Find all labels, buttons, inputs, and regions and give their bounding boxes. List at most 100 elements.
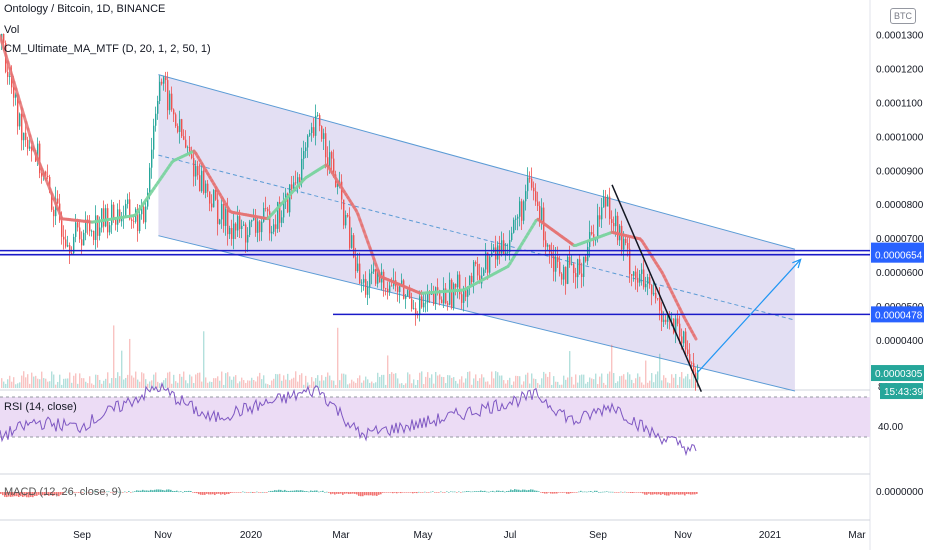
candle-body (311, 127, 313, 134)
breakout-trendline[interactable] (611, 184, 703, 392)
volume-bar (405, 383, 407, 388)
macd-bar (28, 492, 30, 498)
volume-bar (375, 382, 377, 388)
macd-bar (516, 489, 518, 492)
macd-bar (92, 491, 94, 493)
candle-body (647, 277, 649, 284)
candle-body (359, 263, 361, 284)
macd-bar (338, 492, 340, 494)
candle-body (47, 175, 49, 177)
volume-bar (59, 374, 61, 388)
macd-bar (54, 492, 56, 496)
candle-body (597, 215, 599, 239)
candle-body (145, 206, 147, 223)
ma-segment (692, 333, 698, 341)
macd-bar (254, 492, 256, 493)
candle-body (605, 197, 607, 207)
channel-midline[interactable] (158, 154, 796, 321)
volume-bar (529, 383, 531, 388)
volume-bar (169, 371, 171, 388)
volume-bar (285, 379, 287, 388)
volume-bar (199, 372, 201, 388)
candle-body (425, 302, 427, 304)
macd-bar (158, 489, 160, 492)
macd-axis[interactable]: 0.0000000 (876, 487, 924, 498)
macd-bar (590, 491, 592, 492)
candle-body (199, 175, 201, 192)
candle-body (281, 217, 283, 223)
candle-body (159, 81, 161, 102)
candle-body (679, 323, 681, 337)
volume-bar (243, 380, 245, 388)
time-axis-tick: Sep (589, 530, 607, 541)
macd-bar (2, 492, 4, 496)
volume-bar (511, 384, 513, 388)
macd-bar (130, 492, 132, 493)
macd-bar (296, 490, 298, 492)
macd-bar (644, 492, 646, 495)
time-axis-tick: Mar (848, 530, 866, 541)
symbol-title[interactable]: Ontology / Bitcoin, 1D, BINANCE (4, 3, 166, 15)
candle-body (387, 288, 389, 293)
candle-body (299, 177, 301, 184)
candle-body (137, 208, 139, 232)
projection-arrow[interactable] (696, 258, 802, 374)
macd-bar (268, 491, 270, 492)
ma-indicator-legend[interactable]: CM_Ultimate_MA_MTF (D, 20, 1, 2, 50, 1) (4, 43, 211, 55)
horizontal-levels[interactable] (0, 249, 870, 316)
macd-bar (602, 491, 604, 493)
volume-bar (175, 381, 177, 388)
candle-body (193, 158, 195, 177)
volume-bar (1, 378, 3, 388)
macd-bar (588, 491, 590, 493)
macd-bar (10, 492, 12, 497)
volume-bar (673, 377, 675, 388)
candle-body (51, 192, 53, 210)
candle-body (235, 223, 237, 231)
macd-bar (332, 492, 334, 494)
candle-body (621, 225, 623, 250)
macd-bar (52, 492, 54, 496)
macd-bar (414, 492, 416, 493)
candle-body (297, 177, 299, 183)
volume-bar (351, 379, 353, 388)
volume-bar (39, 379, 41, 388)
volume-bar (171, 383, 173, 388)
candle-body (95, 215, 97, 240)
volume-bar (369, 382, 371, 388)
candle-body (635, 271, 637, 278)
price-axis-tick: 0.0000900 (876, 166, 924, 177)
rsi-indicator-legend[interactable]: RSI (14, close) (4, 401, 77, 413)
macd-bar (642, 492, 644, 494)
price-axis[interactable]: 0.0001300 0.0001200 0.0001100 0.0001000 0.00… (876, 31, 924, 347)
macd-bar (682, 492, 684, 495)
channel-upper-line[interactable] (158, 74, 796, 250)
price-axis-tick: 0.0000400 (876, 336, 924, 347)
volume-bar (133, 377, 135, 388)
candle-body (279, 202, 281, 223)
volume-bar (455, 380, 457, 388)
volume-bar (567, 377, 569, 388)
volume-bar (93, 384, 95, 388)
macd-indicator-legend[interactable]: MACD (12, 26, close, 9) (4, 486, 122, 498)
macd-bar (396, 492, 398, 494)
macd-bar (266, 492, 268, 493)
candle-body (439, 289, 441, 300)
volume-bar (255, 381, 257, 388)
macd-bar (500, 491, 502, 492)
volume-bar (437, 375, 439, 388)
volume-bar (71, 382, 73, 388)
candle-body (559, 261, 561, 274)
macd-bar (638, 492, 640, 493)
macd-bar (610, 491, 612, 493)
currency-badge[interactable]: BTC (890, 8, 916, 24)
candle-body (133, 220, 135, 222)
volume-legend[interactable]: Vol (4, 24, 20, 36)
macd-bar (622, 492, 624, 493)
channel-lower-line[interactable] (158, 235, 796, 392)
candle-body (361, 282, 363, 284)
volume-bar (655, 374, 657, 388)
descending-channel[interactable] (158, 74, 795, 392)
time-axis[interactable]: Sep Nov 2020 Mar May Jul Sep Nov 2021 Mar (73, 530, 866, 541)
